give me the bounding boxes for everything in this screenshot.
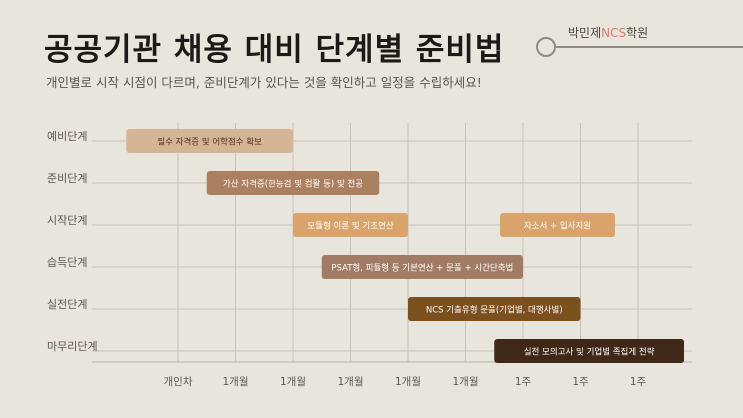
x-tick-label: 1개월 xyxy=(337,376,363,388)
task-bar-label: 자소서 + 입사지원 xyxy=(524,222,591,232)
brand-divider xyxy=(556,46,743,48)
stage-label: 준비단계 xyxy=(47,172,87,185)
brand-suffix: 학원 xyxy=(626,26,649,40)
stage-label: 예비단계 xyxy=(47,130,87,143)
x-tick-label: 1주 xyxy=(630,376,647,388)
stage-label: 시작단계 xyxy=(47,214,87,227)
task-bar xyxy=(206,171,380,195)
task-bar xyxy=(126,129,293,153)
x-tick-label: 1주 xyxy=(515,376,532,388)
task-bar xyxy=(500,213,615,237)
brand-circle-icon xyxy=(536,37,556,57)
stage-label: 실전단계 xyxy=(47,298,87,311)
x-tick-label: 1주 xyxy=(572,376,589,388)
task-bar-label: 모듈형 이론 및 기초연산 xyxy=(307,221,393,232)
stage-label: 마무리단계 xyxy=(47,340,98,353)
page-title: 공공기관 채용 대비 단계별 준비법 xyxy=(44,32,505,68)
brand-prefix: 박민제 xyxy=(568,26,602,40)
x-tick-label: 1개월 xyxy=(452,376,478,388)
x-tick-label: 1개월 xyxy=(222,376,248,388)
task-bar xyxy=(408,297,581,321)
task-bar-label: 필수 자격증 및 어학점수 확보 xyxy=(157,137,262,148)
stage-label: 습득단계 xyxy=(47,256,87,269)
task-bar-label: NCS 기출유형 문풀(기업별, 대행사별) xyxy=(426,305,563,316)
brand-name: 박민제NCS학원 xyxy=(568,24,648,41)
page-subtitle: 개인별로 시작 시점이 다르며, 준비단계가 있다는 것을 확인하고 일정을 수… xyxy=(46,75,482,90)
x-tick-label: 1개월 xyxy=(395,376,421,388)
brand-highlight: NCS xyxy=(601,26,627,40)
task-bar xyxy=(321,255,523,279)
x-tick-label: 1개월 xyxy=(280,376,306,388)
task-bar-label: PSAT형, 피듈형 등 기본연산 + 문풀 + 시간단축법 xyxy=(331,263,513,274)
x-tick-label: 개인차 xyxy=(164,376,193,388)
task-bar-label: 가산 자격증(한능검 및 컴활 등) 및 전공 xyxy=(223,179,363,190)
task-bar xyxy=(293,213,408,237)
task-bar-label: 실전 모의고사 및 기업별 족집게 전략 xyxy=(524,347,655,358)
task-bar xyxy=(494,339,684,363)
